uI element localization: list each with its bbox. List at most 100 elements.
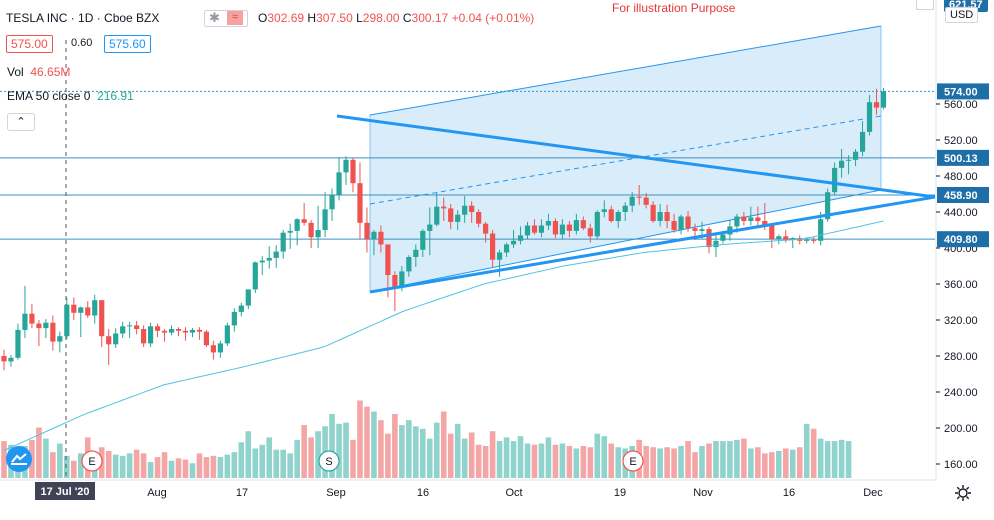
event-marker[interactable] bbox=[318, 450, 340, 472]
candle-body[interactable] bbox=[622, 205, 628, 212]
candle-body[interactable] bbox=[790, 238, 796, 240]
candle-body[interactable] bbox=[587, 228, 593, 237]
candle-body[interactable] bbox=[8, 357, 14, 362]
gear-icon[interactable] bbox=[954, 484, 972, 502]
candle-body[interactable] bbox=[161, 330, 168, 333]
candle-body[interactable] bbox=[127, 325, 133, 327]
candle-body[interactable] bbox=[650, 204, 656, 221]
candle-body[interactable] bbox=[615, 212, 621, 221]
candle-body[interactable] bbox=[217, 343, 223, 353]
candle-body[interactable] bbox=[315, 230, 321, 238]
candle-body[interactable] bbox=[566, 224, 572, 231]
candle-body[interactable] bbox=[154, 326, 161, 331]
candle-body[interactable] bbox=[559, 224, 565, 235]
candle-body[interactable] bbox=[29, 313, 35, 324]
channel-lower-line[interactable] bbox=[369, 189, 882, 293]
candle-body[interactable] bbox=[238, 305, 244, 312]
candle-body[interactable] bbox=[71, 304, 77, 313]
candle-body[interactable] bbox=[203, 331, 210, 346]
candle-body[interactable] bbox=[343, 159, 349, 173]
candle-body[interactable] bbox=[608, 209, 614, 221]
candle-body[interactable] bbox=[783, 236, 789, 240]
candle-body[interactable] bbox=[231, 311, 237, 326]
candle-body[interactable] bbox=[252, 262, 258, 290]
channel-upper-line[interactable] bbox=[369, 25, 882, 116]
candle-body[interactable] bbox=[308, 222, 314, 238]
candle-body[interactable] bbox=[336, 172, 342, 195]
candle-body[interactable] bbox=[671, 221, 677, 230]
candle-body[interactable] bbox=[692, 228, 698, 231]
candle-body[interactable] bbox=[866, 102, 873, 132]
candle-body[interactable] bbox=[880, 91, 887, 108]
candle-body[interactable] bbox=[462, 205, 468, 215]
candle-body[interactable] bbox=[483, 223, 489, 234]
candle-body[interactable] bbox=[364, 222, 370, 239]
buy-price[interactable]: 575.60 bbox=[104, 35, 151, 53]
tradingview-logo[interactable] bbox=[6, 446, 32, 472]
candle-body[interactable] bbox=[636, 196, 642, 198]
currency-label[interactable]: USD bbox=[945, 7, 979, 23]
candle-body[interactable] bbox=[531, 225, 538, 233]
candle-body[interactable] bbox=[134, 325, 140, 329]
candle-body[interactable] bbox=[85, 307, 91, 316]
candle-body[interactable] bbox=[490, 233, 496, 260]
candle-body[interactable] bbox=[804, 239, 810, 241]
candle-body[interactable] bbox=[517, 235, 524, 241]
candle-body[interactable] bbox=[273, 251, 279, 258]
candle-body[interactable] bbox=[434, 206, 440, 225]
candle-body[interactable] bbox=[175, 329, 182, 331]
candle-body[interactable] bbox=[22, 313, 28, 330]
candle-body[interactable] bbox=[845, 159, 852, 161]
candle-body[interactable] bbox=[811, 239, 817, 241]
candle-body[interactable] bbox=[106, 336, 112, 345]
candle-body[interactable] bbox=[427, 224, 433, 231]
candle-body[interactable] bbox=[189, 329, 196, 333]
candle-body[interactable] bbox=[685, 216, 691, 229]
candle-body[interactable] bbox=[441, 206, 447, 209]
candle-body[interactable] bbox=[120, 326, 126, 334]
candle-body[interactable] bbox=[643, 197, 649, 205]
candle-body[interactable] bbox=[399, 271, 405, 288]
candle-body[interactable] bbox=[15, 329, 21, 358]
candle-body[interactable] bbox=[496, 252, 503, 260]
event-marker[interactable] bbox=[81, 450, 103, 472]
candle-body[interactable] bbox=[141, 329, 147, 344]
candle-body[interactable] bbox=[455, 214, 461, 222]
candle-body[interactable] bbox=[476, 212, 482, 224]
candle-body[interactable] bbox=[392, 275, 398, 288]
candle-body[interactable] bbox=[1, 356, 7, 362]
candle-body[interactable] bbox=[168, 329, 175, 333]
triangle-lower-trendline[interactable] bbox=[369, 195, 936, 294]
candle-body[interactable] bbox=[294, 219, 300, 231]
candle-body[interactable] bbox=[280, 232, 286, 252]
candle-body[interactable] bbox=[301, 219, 307, 223]
candle-body[interactable] bbox=[839, 160, 845, 168]
sell-price[interactable]: 575.00 bbox=[6, 35, 53, 53]
candle-body[interactable] bbox=[818, 219, 824, 241]
candle-body[interactable] bbox=[99, 300, 105, 337]
candle-body[interactable] bbox=[448, 208, 454, 222]
candle-body[interactable] bbox=[706, 229, 712, 248]
candle-body[interactable] bbox=[769, 225, 775, 240]
candle-body[interactable] bbox=[50, 322, 56, 342]
candle-body[interactable] bbox=[573, 220, 579, 231]
channel-midline[interactable] bbox=[369, 115, 882, 205]
candle-body[interactable] bbox=[350, 159, 356, 184]
candle-body[interactable] bbox=[852, 151, 859, 160]
candle-body[interactable] bbox=[64, 304, 70, 337]
candle-body[interactable] bbox=[385, 244, 391, 275]
candle-body[interactable] bbox=[420, 230, 426, 250]
candle-body[interactable] bbox=[734, 216, 740, 227]
candle-body[interactable] bbox=[36, 323, 42, 329]
candle-body[interactable] bbox=[748, 217, 754, 221]
candle-body[interactable] bbox=[720, 234, 726, 241]
candle-body[interactable] bbox=[322, 209, 328, 230]
candle-body[interactable] bbox=[287, 230, 293, 233]
candle-body[interactable] bbox=[629, 196, 635, 206]
triangle-upper-trendline[interactable] bbox=[336, 114, 936, 199]
candle-body[interactable] bbox=[873, 102, 880, 108]
candle-body[interactable] bbox=[825, 192, 831, 220]
candle-body[interactable] bbox=[594, 212, 600, 237]
